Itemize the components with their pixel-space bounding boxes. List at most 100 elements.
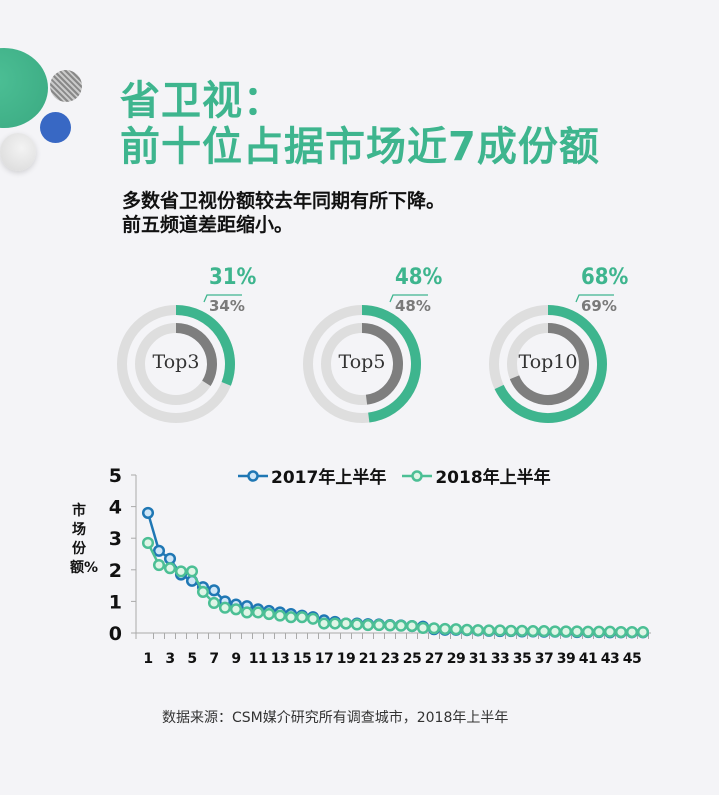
chart-legend: 2017年上半年 2018年上半年	[238, 463, 551, 488]
y-tick-label: 2	[109, 560, 122, 582]
x-tick-label: 11	[249, 651, 267, 667]
data-point	[262, 607, 276, 621]
y-tick-label: 5	[109, 465, 122, 487]
data-point	[207, 584, 221, 597]
data-point	[229, 603, 243, 616]
x-tick-label: 25	[403, 651, 421, 667]
data-point	[240, 606, 254, 619]
subtitle-line2: 前五频道差距缩小。	[122, 214, 294, 236]
x-tick-label: 9	[231, 651, 240, 667]
donut-previous-percent: 69%	[581, 297, 617, 315]
donut-previous-percent: 34%	[209, 297, 245, 315]
legend-marker-2017-icon	[238, 469, 268, 482]
donut-top3: Top3 31% 34%	[112, 262, 292, 432]
data-point	[185, 565, 199, 578]
x-tick-label: 39	[557, 651, 575, 667]
x-tick-label: 41	[579, 651, 597, 667]
x-tick-label: 43	[601, 651, 619, 667]
donut-current-percent: 48%	[395, 265, 443, 290]
data-point	[152, 559, 166, 572]
data-point	[526, 625, 540, 638]
donut-label: Top10	[518, 351, 578, 373]
data-point	[460, 623, 474, 636]
data-point	[141, 506, 155, 519]
donut-top5: Top5 48% 48%	[298, 262, 478, 432]
series-line-0	[146, 512, 643, 634]
y-tick-label: 0	[109, 623, 122, 645]
x-tick-label: 29	[447, 651, 465, 667]
data-point	[482, 624, 496, 637]
subtitle-line1: 多数省卫视份额较去年同期有所下降。	[122, 190, 446, 212]
data-point	[174, 565, 188, 578]
data-point	[537, 625, 551, 638]
x-tick-label: 33	[491, 651, 509, 667]
x-tick-label: 37	[535, 651, 553, 667]
data-point	[350, 618, 364, 631]
x-tick-label: 5	[187, 651, 196, 667]
donut-current-percent: 68%	[581, 265, 629, 290]
data-point	[383, 619, 397, 632]
data-point	[372, 619, 386, 632]
y-tick-label: 1	[109, 591, 122, 613]
data-point	[449, 623, 463, 636]
legend-item-2017: 2017年上半年	[238, 463, 386, 488]
donut-ring-icon	[489, 294, 614, 423]
decorative-grey-circle	[0, 133, 36, 171]
y-tick-label: 4	[109, 497, 122, 519]
data-point	[163, 552, 177, 565]
data-point	[152, 544, 166, 557]
data-point	[559, 625, 573, 638]
data-point	[317, 617, 331, 630]
data-point	[295, 611, 309, 624]
data-point	[471, 624, 485, 637]
data-source-note: 数据来源：CSM媒介研究所有调查城市，2018年上半年	[162, 710, 509, 726]
data-point	[581, 625, 595, 638]
x-tick-label: 17	[315, 651, 333, 667]
legend-label-2017: 2017年上半年	[271, 468, 387, 488]
x-tick-label: 21	[359, 651, 377, 667]
donut-ring-icon	[303, 294, 428, 423]
data-point	[273, 609, 287, 622]
x-tick-label: 35	[513, 651, 531, 667]
data-point	[493, 624, 507, 637]
x-tick-label: 7	[209, 651, 218, 667]
data-point	[284, 611, 298, 624]
donut-ring-icon	[117, 294, 242, 423]
data-point	[339, 617, 353, 630]
data-point	[592, 625, 606, 638]
y-tick-label: 3	[109, 528, 122, 550]
legend-item-2018: 2018年上半年	[402, 463, 551, 488]
page-title-line2: 前十位占据市场近7成份额	[120, 124, 600, 170]
data-point	[504, 624, 518, 637]
x-tick-label: 19	[337, 651, 355, 667]
x-tick-label: 15	[293, 651, 311, 667]
donut-label: Top3	[152, 351, 200, 373]
decorative-green-circle	[0, 48, 48, 128]
decorative-mesh-circle	[50, 70, 82, 102]
donut-top10: Top10 68% 69%	[484, 262, 664, 432]
donut-current-percent: 31%	[209, 265, 257, 290]
legend-label-2018: 2018年上半年	[435, 468, 551, 488]
data-point	[251, 606, 265, 619]
data-point	[636, 626, 650, 639]
data-point	[614, 626, 628, 639]
data-point	[394, 619, 408, 632]
decorative-blue-circle	[40, 112, 71, 143]
legend-marker-2018-icon	[402, 469, 433, 482]
data-point	[141, 536, 155, 549]
data-point	[196, 585, 210, 598]
data-point	[438, 622, 452, 635]
x-tick-label: 45	[623, 651, 641, 667]
data-point	[625, 626, 639, 639]
x-tick-label: 31	[469, 651, 487, 667]
x-tick-label: 13	[271, 651, 289, 667]
x-tick-label: 1	[143, 651, 152, 667]
data-point	[328, 617, 342, 630]
donut-previous-percent: 48%	[395, 297, 431, 315]
x-tick-label: 23	[381, 651, 399, 667]
data-point	[416, 621, 430, 634]
data-point	[427, 622, 441, 635]
data-point	[405, 619, 419, 633]
data-point	[603, 625, 617, 638]
